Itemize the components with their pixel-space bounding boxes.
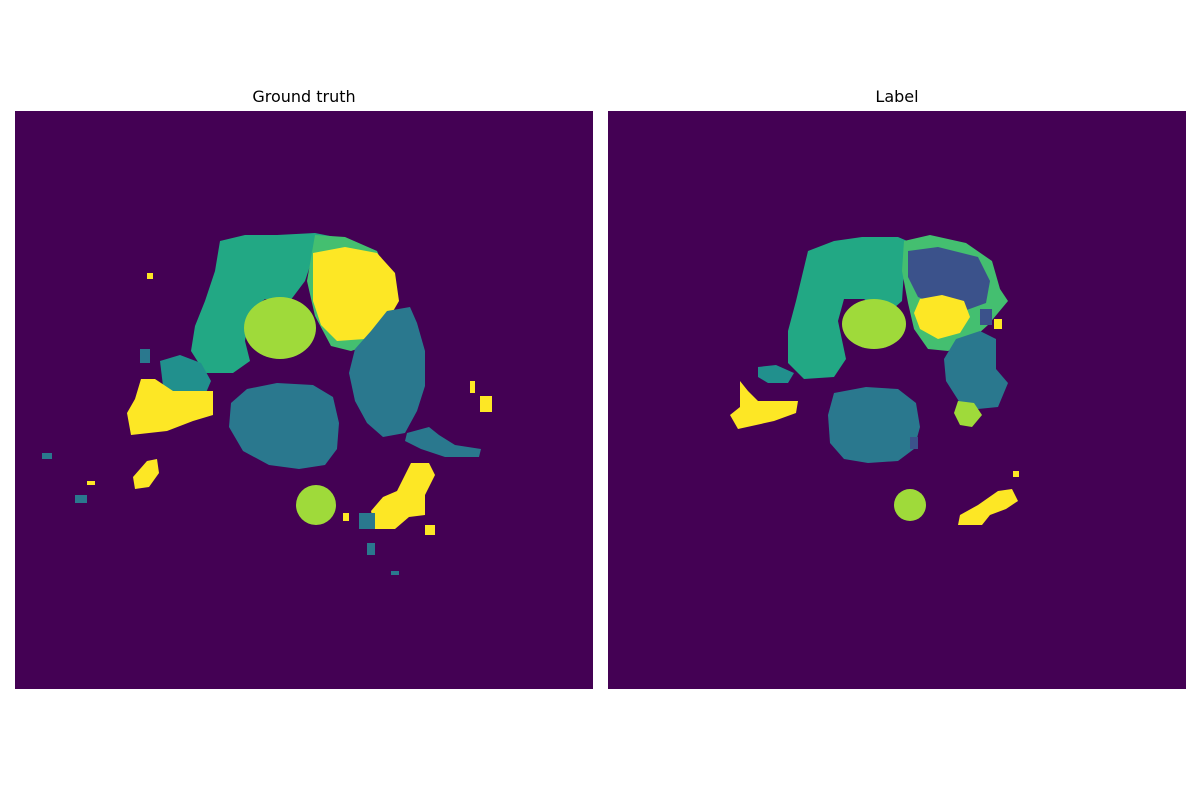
yellow-speck (480, 396, 492, 412)
purple-speck (980, 309, 992, 325)
teal-speck (75, 495, 87, 503)
left-yellow-region (730, 381, 798, 429)
yellow-speck (994, 319, 1002, 329)
arch-region (788, 237, 912, 379)
ground-truth-segmentation-map (15, 111, 593, 689)
yellow-speck (147, 273, 153, 279)
round-region-lower (296, 485, 336, 525)
teal-speck (391, 571, 399, 575)
purple-speck (910, 437, 918, 449)
lower-left-yellow-region (133, 459, 159, 489)
yellow-speck (87, 481, 95, 485)
round-region-lower (894, 489, 926, 521)
label-segmentation-map (608, 111, 1186, 689)
lower-right-yellow-region (371, 463, 435, 529)
yellow-speck (1013, 471, 1019, 477)
round-region-upper (842, 299, 906, 349)
yellow-speck (470, 381, 475, 393)
teal-speck (42, 453, 52, 459)
teal-speck (359, 513, 375, 529)
teal-speck (367, 543, 375, 555)
arch-region (191, 233, 335, 373)
teal-speck (140, 349, 150, 363)
right-teal-tail (405, 427, 481, 457)
right-teal-region (944, 331, 1008, 409)
upper-yellow-region (313, 247, 399, 341)
yellow-speck (343, 513, 349, 521)
upper-yellow-region (914, 295, 970, 339)
center-teal-region (229, 383, 339, 469)
center-teal-region (828, 387, 920, 463)
ground-truth-title: Ground truth (252, 87, 356, 106)
left-yellow-region (127, 379, 213, 435)
round-region-upper (244, 297, 316, 359)
lower-right-yellow-region (958, 489, 1018, 525)
left-teal-patch (758, 365, 794, 383)
yellow-speck (425, 525, 435, 535)
label-title: Label (875, 87, 919, 106)
right-teal-region (349, 307, 425, 437)
right-green-patch (954, 401, 982, 427)
upper-blue-region (908, 247, 990, 311)
left-teal-patch (160, 355, 211, 397)
